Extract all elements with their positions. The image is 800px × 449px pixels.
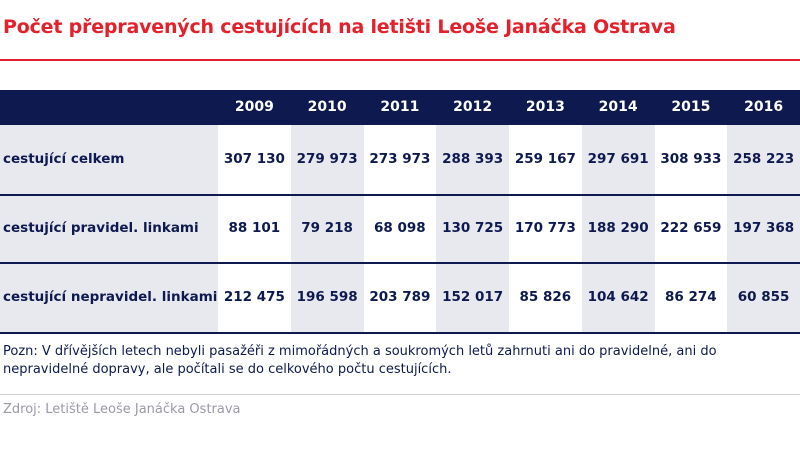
cell: 188 290 (587, 220, 649, 236)
note: Pozn: V dřívějších letech nebyli pasažéř… (3, 344, 717, 377)
cell: 297 691 (587, 151, 649, 167)
cell: 60 855 (737, 289, 790, 305)
column-background (436, 125, 509, 333)
source: Zdroj: Letiště Leoše Janáčka Ostrava (3, 402, 241, 417)
column-header: 2014 (598, 99, 638, 115)
title: Počet přepravených cestujících na letišt… (3, 16, 676, 38)
row-separator (0, 194, 800, 196)
cell: 308 933 (660, 151, 722, 167)
cell: 152 017 (442, 289, 504, 305)
column-background (581, 125, 655, 333)
cell: 104 642 (587, 289, 649, 305)
cell: 203 789 (369, 289, 431, 305)
cell: 258 223 (733, 151, 795, 167)
column-header: 2011 (380, 99, 420, 115)
cell: 88 101 (228, 220, 281, 236)
column-header: 2013 (525, 99, 565, 115)
cell: 273 973 (369, 151, 431, 167)
cell: 68 098 (374, 220, 426, 236)
column-background (727, 125, 800, 333)
column-background (290, 125, 364, 333)
column-header: 2010 (307, 99, 347, 115)
column-header: 2015 (671, 99, 711, 115)
cell: 212 475 (223, 289, 285, 305)
cell: 288 393 (442, 151, 504, 167)
cell: 85 826 (519, 289, 572, 305)
row-label: cestující celkem (3, 151, 125, 167)
cell: 307 130 (223, 151, 285, 167)
row-label: cestující nepravidel. linkami (3, 289, 218, 305)
cell: 130 725 (442, 220, 504, 236)
divider (0, 394, 800, 395)
cell: 222 659 (660, 220, 722, 236)
column-background (0, 125, 218, 333)
column-header: 2009 (234, 99, 274, 115)
row-separator (0, 332, 800, 334)
cell: 259 167 (514, 151, 576, 167)
cell: 196 598 (296, 289, 358, 305)
cell: 279 973 (296, 151, 358, 167)
column-header: 2012 (453, 99, 493, 115)
cell: 79 218 (301, 220, 353, 236)
row-label: cestující pravidel. linkami (3, 220, 199, 236)
cell: 86 274 (665, 289, 717, 305)
table-header (0, 90, 800, 125)
divider (0, 59, 800, 61)
column-header: 2016 (744, 99, 784, 115)
cell: 197 368 (733, 220, 795, 236)
row-separator (0, 262, 800, 264)
cell: 170 773 (514, 220, 576, 236)
